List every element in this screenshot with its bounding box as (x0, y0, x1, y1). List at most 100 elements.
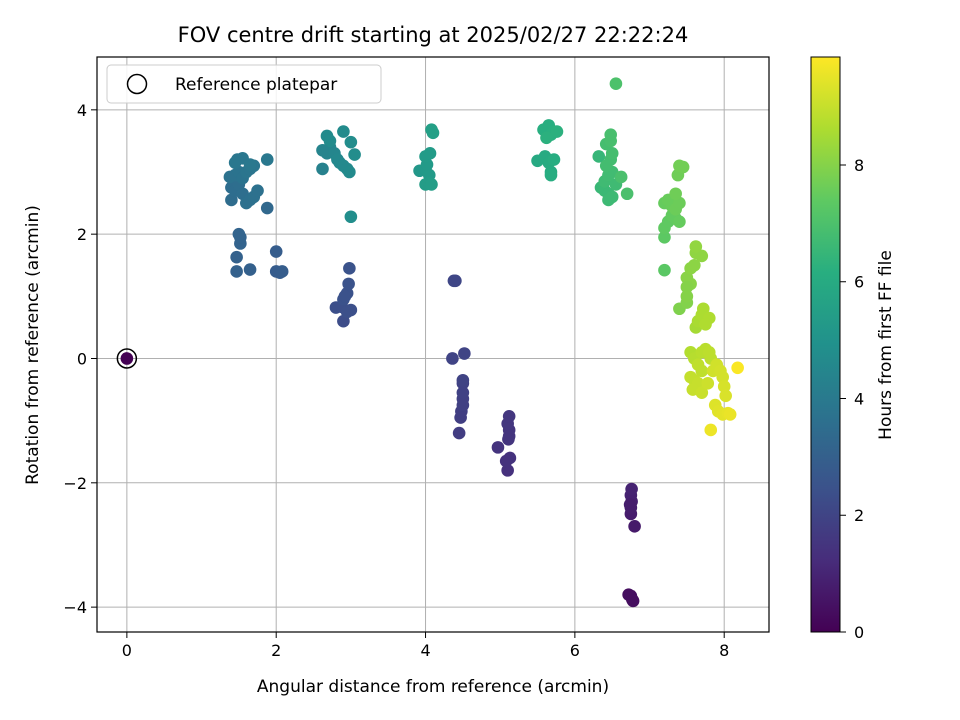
x-tick-label: 2 (271, 641, 281, 660)
data-point (628, 520, 641, 533)
data-point (275, 265, 289, 278)
colorbar-gradient (810, 56, 841, 633)
data-point (343, 165, 356, 179)
x-axis-ticks: 0 2 4 6 8 (122, 632, 729, 660)
colorbar-tick-label: 6 (854, 273, 864, 292)
data-point (620, 187, 634, 201)
data-point (723, 408, 737, 421)
data-point (425, 178, 438, 191)
data-point (604, 128, 618, 142)
data-point (623, 498, 637, 511)
data-point (716, 370, 730, 384)
colorbar-label: Hours from first FF file (876, 250, 896, 440)
data-point (689, 240, 703, 253)
data-point (695, 364, 709, 378)
data-point (243, 263, 257, 276)
data-point (120, 352, 134, 365)
data-point (673, 159, 686, 173)
data-point (423, 147, 437, 160)
data-point (230, 250, 243, 264)
data-point (719, 389, 732, 403)
data-point (501, 464, 514, 477)
data-point (456, 373, 470, 387)
data-point (243, 158, 257, 171)
data-points (116, 77, 744, 608)
data-point (338, 290, 352, 303)
data-point (452, 426, 466, 440)
data-point (348, 148, 361, 161)
x-tick-label: 6 (570, 641, 580, 660)
data-point (731, 361, 744, 375)
data-point (344, 210, 358, 224)
data-point (673, 215, 686, 229)
data-point (625, 482, 638, 496)
data-point (609, 77, 623, 91)
data-point (456, 386, 470, 399)
data-point (614, 170, 628, 184)
data-point (269, 245, 283, 258)
data-point (502, 432, 515, 446)
legend-box (106, 64, 382, 104)
y-tick-label: −4 (63, 598, 87, 617)
data-point (426, 126, 440, 140)
data-point (449, 274, 462, 288)
x-tick-label: 4 (420, 641, 430, 660)
y-axis-label: Rotation from reference (arcmin) (23, 205, 43, 485)
data-point (704, 423, 718, 437)
data-point (658, 230, 671, 244)
data-point (605, 147, 619, 160)
data-point (337, 125, 350, 138)
data-point (544, 168, 558, 182)
y-tick-label: 0 (77, 349, 87, 368)
data-point (323, 134, 337, 148)
data-point (446, 352, 459, 365)
x-tick-label: 0 (122, 641, 132, 660)
colorbar-tick-label: 8 (854, 156, 864, 175)
data-point (228, 156, 242, 169)
colorbar-tick-label: 0 (854, 623, 864, 642)
data-point (680, 280, 694, 294)
x-axis-label: Angular distance from reference (arcmin) (257, 677, 609, 697)
data-point (669, 187, 682, 201)
data-point (316, 162, 329, 176)
legend-entry-reference-platepar: Reference platepar (175, 75, 337, 95)
data-point (316, 143, 329, 157)
data-point (699, 317, 712, 331)
data-point (342, 277, 355, 291)
data-point (343, 262, 356, 275)
legend: Reference platepar (106, 64, 382, 104)
data-point (550, 125, 564, 138)
y-tick-label: 4 (77, 101, 87, 120)
data-point (260, 201, 274, 215)
colorbar-tick-label: 4 (854, 389, 864, 408)
data-point (680, 290, 694, 303)
chart-title: FOV centre drift starting at 2025/02/27 … (178, 23, 689, 47)
colorbar-ticks: 0 2 4 6 8 (840, 156, 864, 642)
y-tick-label: −2 (63, 474, 87, 493)
data-point (540, 131, 553, 145)
data-point (251, 184, 264, 197)
data-point (547, 153, 561, 166)
colorbar: 0 2 4 6 8 Hours from first FF file (810, 56, 896, 642)
data-point (499, 454, 513, 468)
data-point (502, 409, 516, 423)
data-point (695, 249, 709, 263)
colorbar-tick-label: 2 (854, 506, 864, 525)
x-tick-label: 8 (719, 641, 729, 660)
data-point (658, 263, 671, 277)
data-point (688, 258, 701, 272)
data-point (626, 594, 640, 608)
plot-area-frame (96, 56, 770, 633)
grid-lines (97, 57, 769, 632)
data-point (232, 227, 246, 241)
data-point (491, 441, 505, 454)
y-tick-label: 2 (77, 225, 87, 244)
data-point (344, 303, 358, 317)
data-point (458, 347, 471, 360)
data-point (695, 386, 709, 399)
data-point (260, 153, 274, 166)
data-point (696, 302, 710, 316)
data-point (701, 377, 715, 390)
data-point (344, 135, 358, 149)
